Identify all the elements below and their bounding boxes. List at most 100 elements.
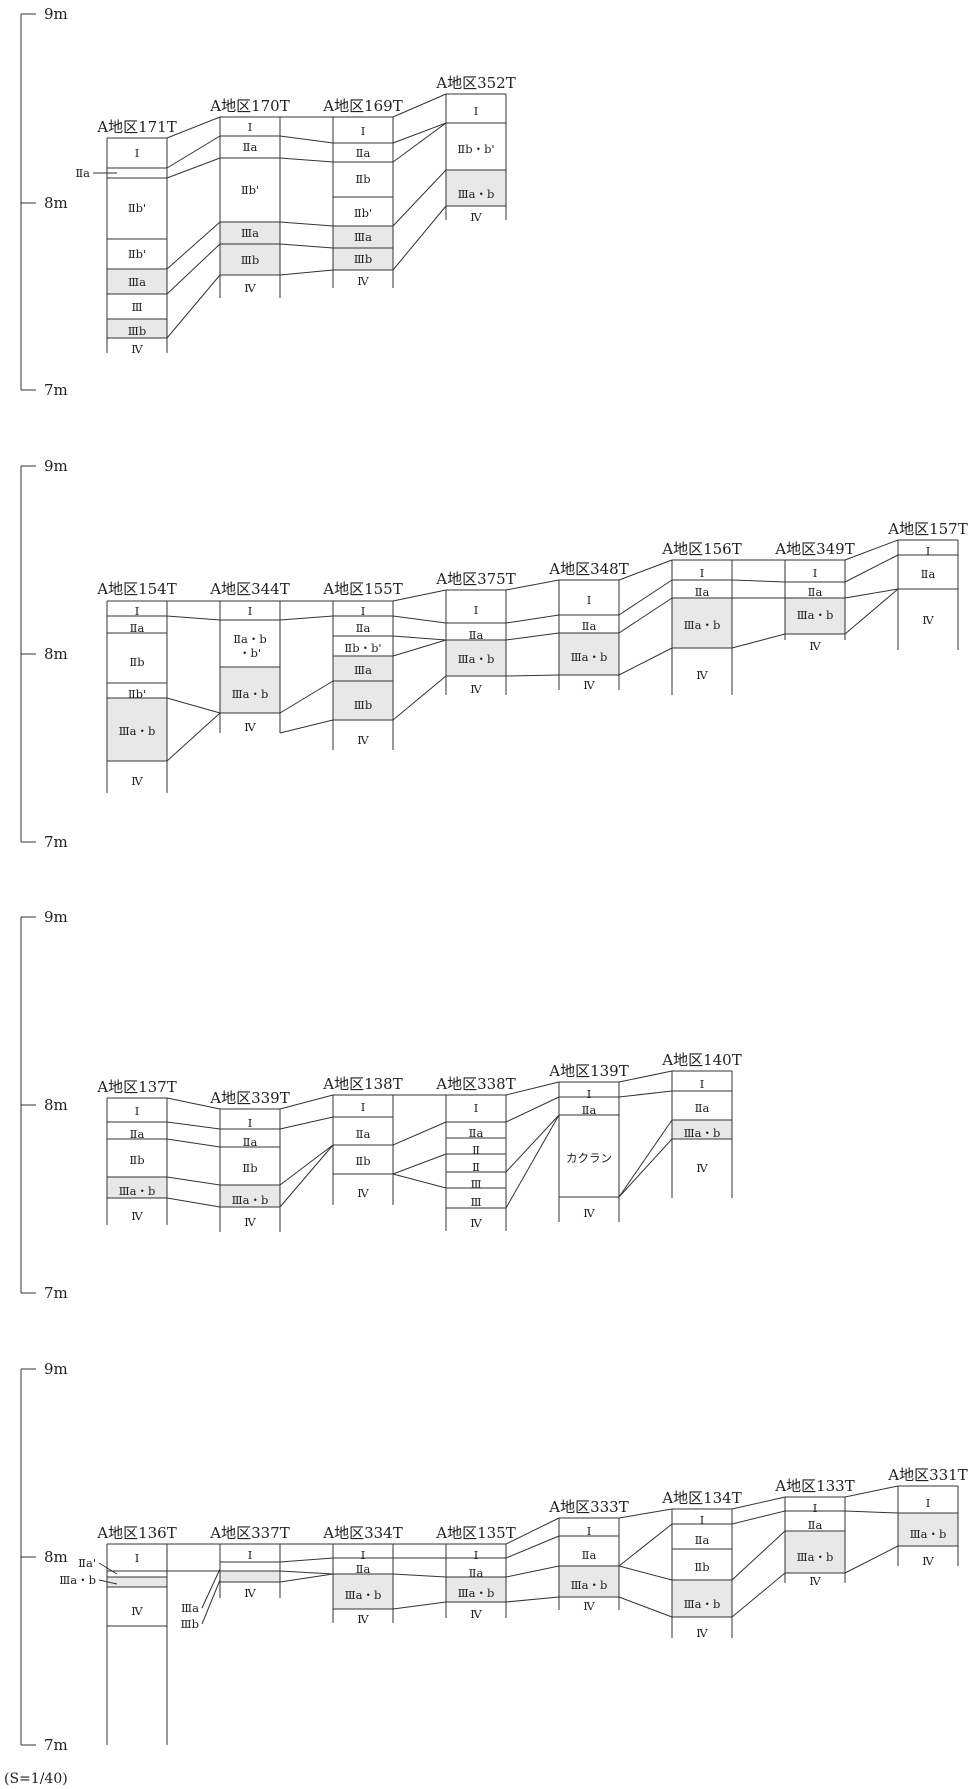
- correlation-line: [844, 554, 899, 583]
- layer-label: Ⅱa: [921, 567, 936, 581]
- correlation-line: [279, 135, 334, 144]
- layer-label: Ⅱa: [356, 621, 371, 635]
- layer-label: Ⅱa: [582, 1103, 597, 1117]
- callout-leader: [98, 1579, 118, 1585]
- layer-label: Ⅱa: [469, 1126, 484, 1140]
- trench-column: A地区337T Ⅰ Ⅳ: [209, 1524, 289, 1600]
- layer-label: Ⅰ: [700, 1077, 705, 1091]
- correlation-line: [618, 579, 673, 616]
- trench-title: A地区348T: [548, 560, 628, 578]
- correlation-line: [731, 633, 786, 649]
- layer-label: Ⅲb: [354, 252, 372, 266]
- layer-label: Ⅲ: [470, 1195, 481, 1209]
- trench-title: A地区137T: [96, 1078, 176, 1096]
- trench-column: A地区339T Ⅰ Ⅱa Ⅱb Ⅲa・b Ⅳ: [209, 1089, 290, 1232]
- correlation-line: [505, 579, 560, 591]
- layer-label: Ⅲa・b: [571, 650, 608, 664]
- trench-column: A地区156T Ⅰ Ⅱa Ⅲa・b Ⅳ: [661, 540, 742, 695]
- layer-fill: [220, 667, 280, 713]
- trench-title: A地区334T: [322, 1524, 402, 1542]
- trench-column: A地区138T Ⅰ Ⅱa Ⅱb Ⅳ: [322, 1075, 403, 1205]
- layer-label: Ⅱa: [695, 585, 710, 599]
- layer-label: Ⅲ: [131, 300, 142, 314]
- axis-label-8m: 8m: [44, 1548, 68, 1566]
- layer-label: Ⅳ: [470, 682, 482, 696]
- trench-column: A地区338T Ⅰ Ⅱa Ⅱ Ⅱ Ⅲ Ⅲ Ⅳ: [435, 1075, 516, 1231]
- correlation-line: [731, 1530, 786, 1581]
- layer-label: Ⅳ: [470, 1607, 482, 1621]
- trench-title: A地区136T: [96, 1524, 176, 1542]
- layer-label: Ⅲb: [354, 698, 372, 712]
- layer-label: Ⅰ: [474, 1101, 479, 1115]
- correlation-line: [505, 1517, 560, 1545]
- layer-label: Ⅰ: [813, 1501, 818, 1515]
- section-panel-1: 9m 8m 7m A地区171T Ⅰ Ⅱb' Ⅱb' Ⅲa Ⅲ Ⅲb Ⅳ A地区170T Ⅰ Ⅱa Ⅱb' Ⅲ…: [20, 5, 516, 399]
- layer-fill: [559, 633, 619, 675]
- correlation-line: [618, 559, 673, 581]
- trench-column: A地区334T ⅠⅡa Ⅲa・b Ⅳ: [322, 1524, 402, 1626]
- layer-fill: [446, 640, 506, 676]
- correlation-line: [505, 632, 560, 641]
- correlation-line: [279, 680, 334, 714]
- correlation-line: [279, 1116, 334, 1130]
- correlation-line: [844, 1510, 899, 1514]
- layer-label: Ⅳ: [131, 1604, 143, 1618]
- layer-label: Ⅱa: [130, 621, 145, 635]
- layer-label: Ⅲa・b: [119, 724, 156, 738]
- trench-title: A地区133T: [774, 1477, 854, 1495]
- correlation-line: [279, 615, 334, 621]
- trench-title: A地区156T: [661, 540, 741, 558]
- correlation-line: [279, 221, 334, 227]
- correlation-line: [731, 579, 786, 583]
- correlation-line: [505, 614, 560, 624]
- layer-label: Ⅲa: [241, 226, 259, 240]
- layer-label: Ⅱb: [242, 1161, 257, 1175]
- layer-label: Ⅳ: [244, 1215, 256, 1229]
- correlation-line: [392, 93, 447, 118]
- layer-label: Ⅱb': [128, 247, 146, 261]
- layer-label: Ⅱa: [243, 140, 258, 154]
- correlation-line: [844, 1545, 899, 1574]
- trench-title: A地区140T: [661, 1051, 741, 1069]
- correlation-line: [505, 1596, 560, 1603]
- layer-label: Ⅰ: [248, 1548, 253, 1562]
- layer-label: Ⅳ: [131, 342, 143, 356]
- layer-label: Ⅳ: [244, 281, 256, 295]
- trench-title: A地区337T: [209, 1524, 289, 1542]
- layer-label: Ⅱb・b': [457, 142, 494, 156]
- layer-label: Ⅰ: [361, 124, 366, 138]
- layer-label: Ⅱa: [695, 1101, 710, 1115]
- trench-column: A地区134T Ⅰ Ⅱa Ⅱb Ⅲa・b Ⅳ: [661, 1489, 741, 1640]
- layer-fill: [333, 1574, 393, 1609]
- trench-title: A地区155T: [322, 580, 402, 598]
- trench-column: A地区157T Ⅰ Ⅱa Ⅳ: [887, 520, 968, 650]
- trench-column: A地区170T Ⅰ Ⅱa Ⅱb' Ⅲa Ⅲb Ⅳ: [209, 97, 290, 298]
- layer-label: Ⅰ: [135, 604, 140, 618]
- correlation-line: [392, 615, 447, 624]
- trench-title: A地区331T: [887, 1466, 967, 1484]
- layer-label: Ⅳ: [696, 668, 708, 682]
- layer-label: Ⅱa: [356, 146, 371, 160]
- correlation-line: [618, 1119, 673, 1198]
- layer-label: Ⅲa・b: [232, 687, 269, 701]
- correlation-line: [279, 269, 334, 276]
- correlation-line: [392, 1153, 447, 1175]
- layer-label: Ⅰ: [474, 1548, 479, 1562]
- correlation-line: [166, 221, 221, 270]
- layer-label: Ⅰ: [361, 1100, 366, 1114]
- correlation-line: [844, 539, 899, 561]
- layer-fill: [107, 269, 167, 294]
- layer-label: Ⅳ: [470, 210, 482, 224]
- layer-label: Ⅳ: [244, 1586, 256, 1600]
- callout-label: Ⅱa: [75, 166, 90, 180]
- trench-column: A地区140T Ⅰ Ⅱa Ⅲa・b Ⅳ: [661, 1051, 742, 1198]
- trench-column: A地区169T Ⅰ Ⅱa Ⅱb Ⅱb' Ⅲa Ⅲb Ⅳ: [322, 97, 403, 288]
- layer-label: Ⅲa: [128, 275, 146, 289]
- layer-label: Ⅲa・b: [458, 652, 495, 666]
- layer-fill: [220, 222, 280, 244]
- correlation-line: [279, 719, 334, 734]
- trench-column: A地区344T Ⅰ Ⅱa・b・b' Ⅲa・b Ⅳ: [209, 580, 289, 734]
- layer-label: Ⅰ: [587, 593, 592, 607]
- correlation-line: [392, 639, 447, 657]
